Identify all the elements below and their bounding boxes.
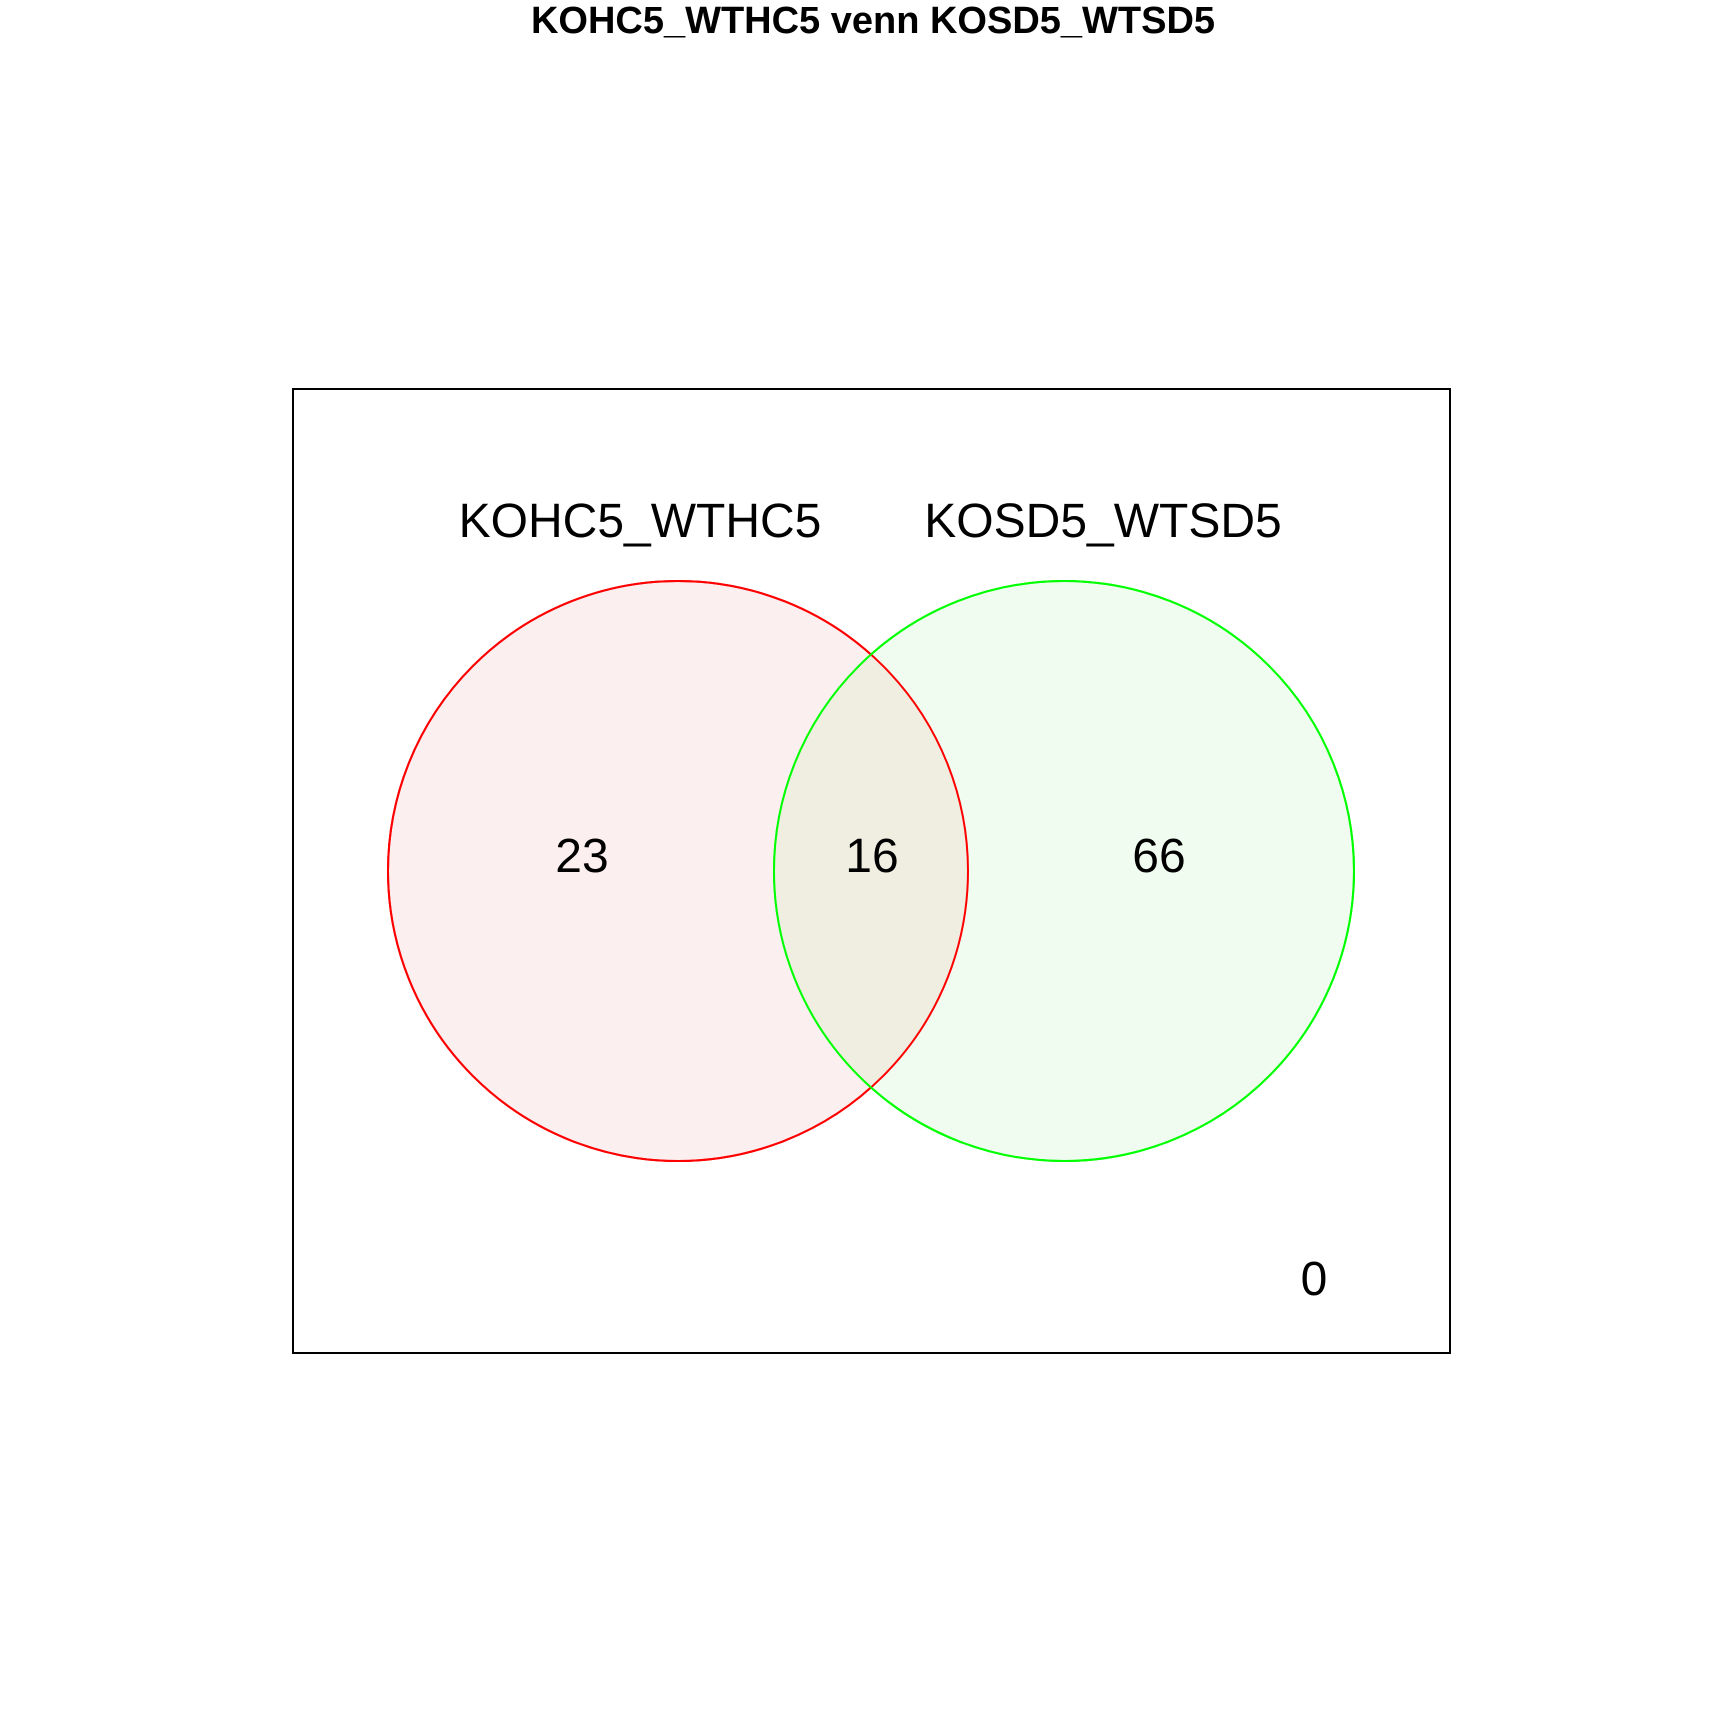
count-only-a: 23	[555, 830, 608, 883]
count-only-b: 66	[1132, 830, 1185, 883]
universe-box	[292, 388, 1451, 1354]
count-neither: 0	[1301, 1253, 1328, 1306]
set-a-outline	[387, 580, 969, 1162]
set-b-outline	[773, 580, 1355, 1162]
diagram-title: KOHC5_WTHC5 venn KOSD5_WTSD5	[531, 0, 1215, 42]
set-b-label: KOSD5_WTSD5	[924, 495, 1281, 548]
intersection-region	[774, 581, 968, 1161]
set-a-label: KOHC5_WTHC5	[459, 495, 822, 548]
count-intersection: 16	[845, 830, 898, 883]
